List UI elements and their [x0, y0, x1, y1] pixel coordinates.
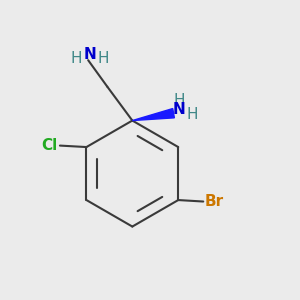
- Text: Br: Br: [204, 194, 224, 209]
- Text: Cl: Cl: [41, 138, 58, 153]
- Text: H: H: [187, 107, 198, 122]
- Text: H: H: [173, 93, 184, 108]
- Text: H: H: [70, 51, 82, 66]
- Text: H: H: [98, 51, 109, 66]
- Text: N: N: [172, 102, 185, 117]
- Text: N: N: [83, 47, 96, 62]
- Polygon shape: [132, 109, 174, 121]
